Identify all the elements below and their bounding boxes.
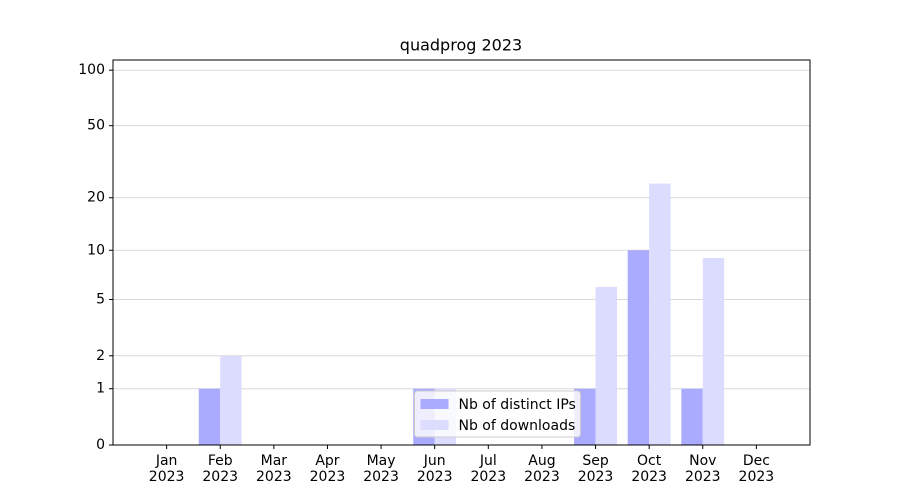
x-tick-label: Feb 2023	[202, 453, 239, 485]
bar	[220, 355, 242, 445]
y-tick-label: 100	[78, 62, 105, 78]
legend: Nb of distinct IPs Nb of downloads	[414, 390, 581, 438]
y-tick-label: 50	[87, 118, 105, 134]
legend-label: Nb of downloads	[459, 418, 576, 434]
x-tick-label: Apr 2023	[309, 453, 346, 485]
legend-label: Nb of distinct IPs	[459, 397, 576, 413]
x-tick-label: Dec 2023	[738, 453, 775, 485]
x-tick-label: Sep 2023	[577, 453, 614, 485]
y-tick-label: 1	[96, 381, 105, 397]
y-tick-label: 10	[87, 242, 105, 258]
x-tick-label: Aug 2023	[524, 453, 560, 485]
x-tick-label: May 2023	[363, 453, 399, 485]
chart-title: quadprog 2023	[400, 36, 522, 55]
y-tick-label: 5	[96, 291, 105, 307]
x-tick-label: Jun 2023	[416, 453, 453, 485]
bar	[595, 286, 617, 445]
y-tick-label: 20	[87, 190, 105, 206]
x-tick-label: Oct 2023	[631, 453, 667, 485]
bar	[198, 388, 221, 445]
x-tick-label: Jul 2023	[470, 453, 507, 485]
y-tick-label: 2	[96, 348, 105, 364]
legend-box	[414, 390, 581, 438]
bar	[681, 388, 703, 445]
x-tick-label: Mar 2023	[256, 453, 292, 485]
bar	[702, 257, 725, 445]
y-tick-label: 0	[96, 437, 105, 453]
bar	[627, 250, 650, 445]
bar	[649, 183, 671, 445]
axes-frame	[112, 59, 811, 446]
x-tick-label: Nov 2023	[684, 453, 721, 485]
legend-swatch	[420, 420, 449, 430]
legend-swatch	[420, 399, 449, 409]
x-tick-label: Jan 2023	[148, 453, 185, 485]
